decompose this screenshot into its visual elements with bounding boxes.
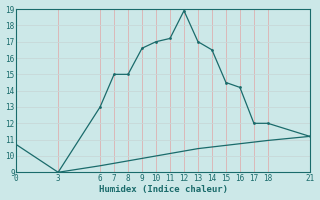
X-axis label: Humidex (Indice chaleur): Humidex (Indice chaleur) (99, 185, 228, 194)
